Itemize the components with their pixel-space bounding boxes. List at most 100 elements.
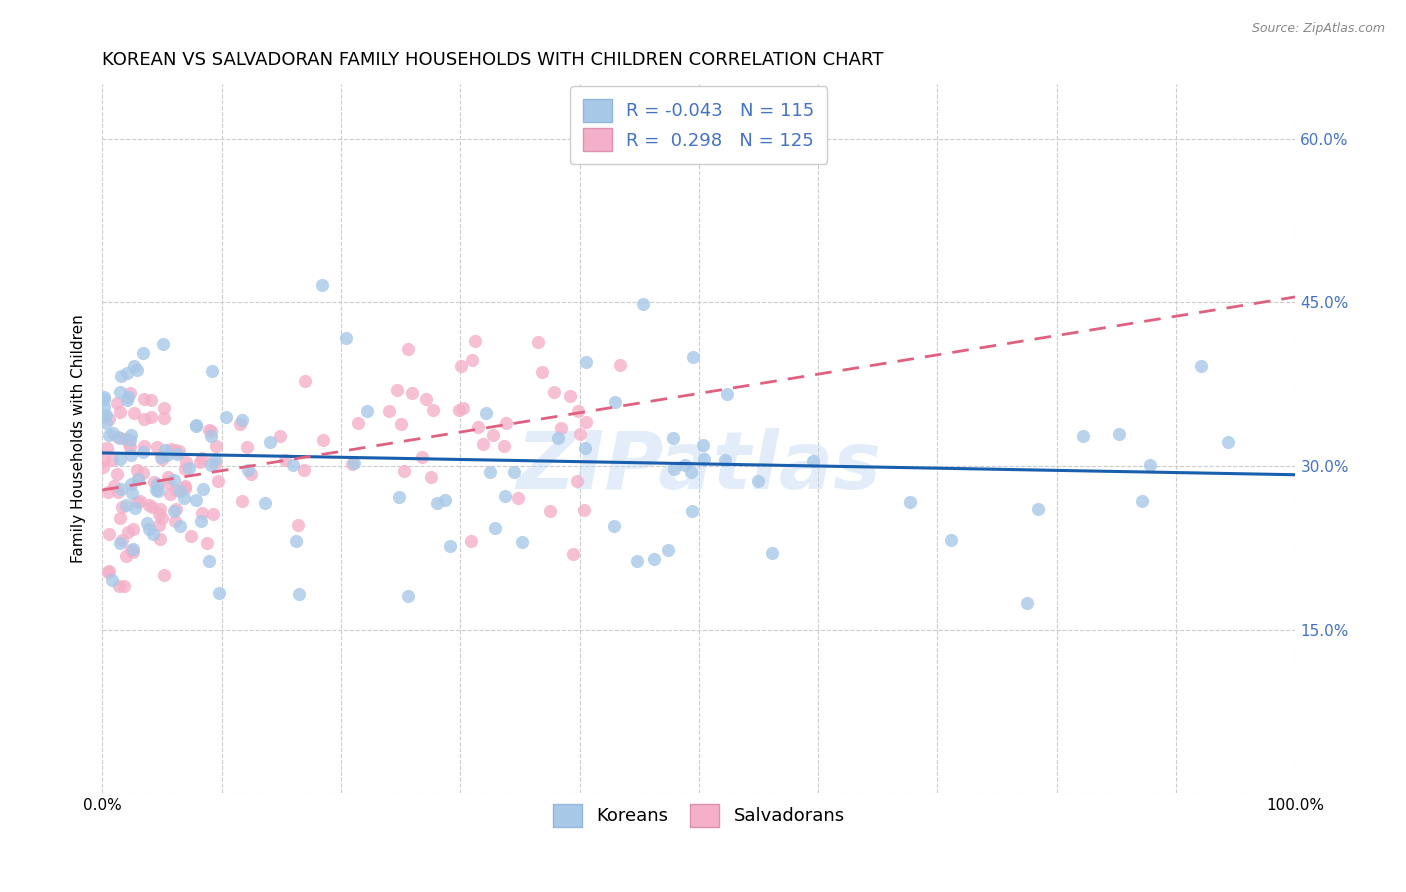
Point (484, 520, 506, 534)
Point (145, 477, 167, 491)
Point (602, 519, 624, 533)
Point (482, 427, 505, 442)
Point (550, 421, 572, 435)
Point (239, 467, 262, 482)
Point (105, 396, 128, 410)
Point (426, 496, 449, 510)
Point (122, 541, 145, 556)
Point (98, 564, 121, 578)
Point (93, 392, 115, 406)
Point (385, 384, 408, 398)
Point (120, 448, 142, 462)
Point (173, 491, 195, 505)
Point (163, 473, 186, 487)
Point (560, 388, 582, 402)
Point (166, 483, 188, 497)
Point (419, 470, 441, 484)
Point (478, 465, 501, 479)
Point (494, 489, 516, 503)
Point (643, 551, 665, 566)
Point (121, 485, 143, 500)
Text: ZIPatlas: ZIPatlas (516, 428, 882, 506)
Point (120, 428, 142, 442)
Point (197, 554, 219, 568)
Point (138, 522, 160, 536)
Point (204, 458, 226, 472)
Point (201, 364, 224, 378)
Point (97, 427, 120, 442)
Point (132, 412, 155, 426)
Point (153, 401, 176, 416)
Point (682, 350, 704, 364)
Point (495, 417, 517, 431)
Point (396, 343, 419, 357)
Point (343, 456, 366, 470)
Point (356, 404, 378, 418)
Point (200, 424, 222, 438)
Point (127, 472, 149, 486)
Point (1015, 596, 1038, 610)
Y-axis label: Family Households with Children: Family Households with Children (72, 314, 86, 563)
Point (153, 443, 176, 458)
Point (269, 429, 291, 443)
Point (673, 458, 696, 472)
Point (115, 366, 138, 380)
Point (174, 479, 197, 493)
Point (94, 417, 117, 431)
Point (91, 460, 114, 475)
Point (184, 419, 207, 434)
Point (148, 507, 170, 521)
Point (146, 483, 169, 498)
Point (467, 419, 489, 434)
Point (1108, 426, 1130, 441)
Point (107, 485, 129, 500)
Point (259, 435, 281, 450)
Point (567, 475, 589, 489)
Point (287, 518, 309, 533)
Point (111, 500, 134, 514)
Point (108, 405, 131, 419)
Point (191, 450, 214, 465)
Point (125, 495, 148, 509)
Point (103, 479, 125, 493)
Point (292, 462, 315, 476)
Point (283, 458, 305, 473)
Point (191, 506, 214, 520)
Point (335, 331, 357, 345)
Point (110, 431, 132, 445)
Point (401, 385, 423, 400)
Point (96, 441, 118, 455)
Point (101, 453, 124, 467)
Point (451, 401, 474, 416)
Point (471, 437, 494, 451)
Point (197, 424, 219, 438)
Point (145, 483, 167, 497)
Point (98, 526, 121, 541)
Point (110, 533, 132, 547)
Point (569, 426, 592, 441)
Point (228, 417, 250, 431)
Point (93, 409, 115, 424)
Legend: Koreans, Salvadorans: Koreans, Salvadorans (546, 797, 852, 834)
Point (114, 549, 136, 563)
Point (149, 532, 172, 546)
Point (115, 432, 138, 446)
Point (132, 439, 155, 453)
Point (714, 453, 737, 467)
Point (134, 392, 156, 407)
Point (562, 547, 585, 561)
Point (200, 458, 222, 473)
Point (169, 519, 191, 533)
Point (450, 359, 472, 374)
Point (575, 355, 598, 369)
Point (378, 403, 401, 417)
Point (1139, 458, 1161, 472)
Point (312, 434, 335, 448)
Point (94, 408, 117, 422)
Point (101, 574, 124, 588)
Point (121, 522, 143, 536)
Point (204, 452, 226, 467)
Point (394, 464, 416, 478)
Point (747, 474, 769, 488)
Point (136, 516, 159, 531)
